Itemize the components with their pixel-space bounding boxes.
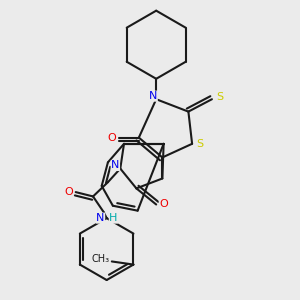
Text: O: O	[159, 200, 168, 209]
Text: N: N	[111, 160, 119, 170]
Text: CH₃: CH₃	[92, 254, 110, 264]
Text: O: O	[107, 133, 116, 142]
Text: S: S	[216, 92, 224, 102]
Text: S: S	[196, 139, 203, 149]
Text: N: N	[96, 213, 105, 223]
Text: O: O	[64, 187, 73, 197]
Text: N: N	[149, 91, 157, 101]
Text: H: H	[109, 213, 118, 223]
